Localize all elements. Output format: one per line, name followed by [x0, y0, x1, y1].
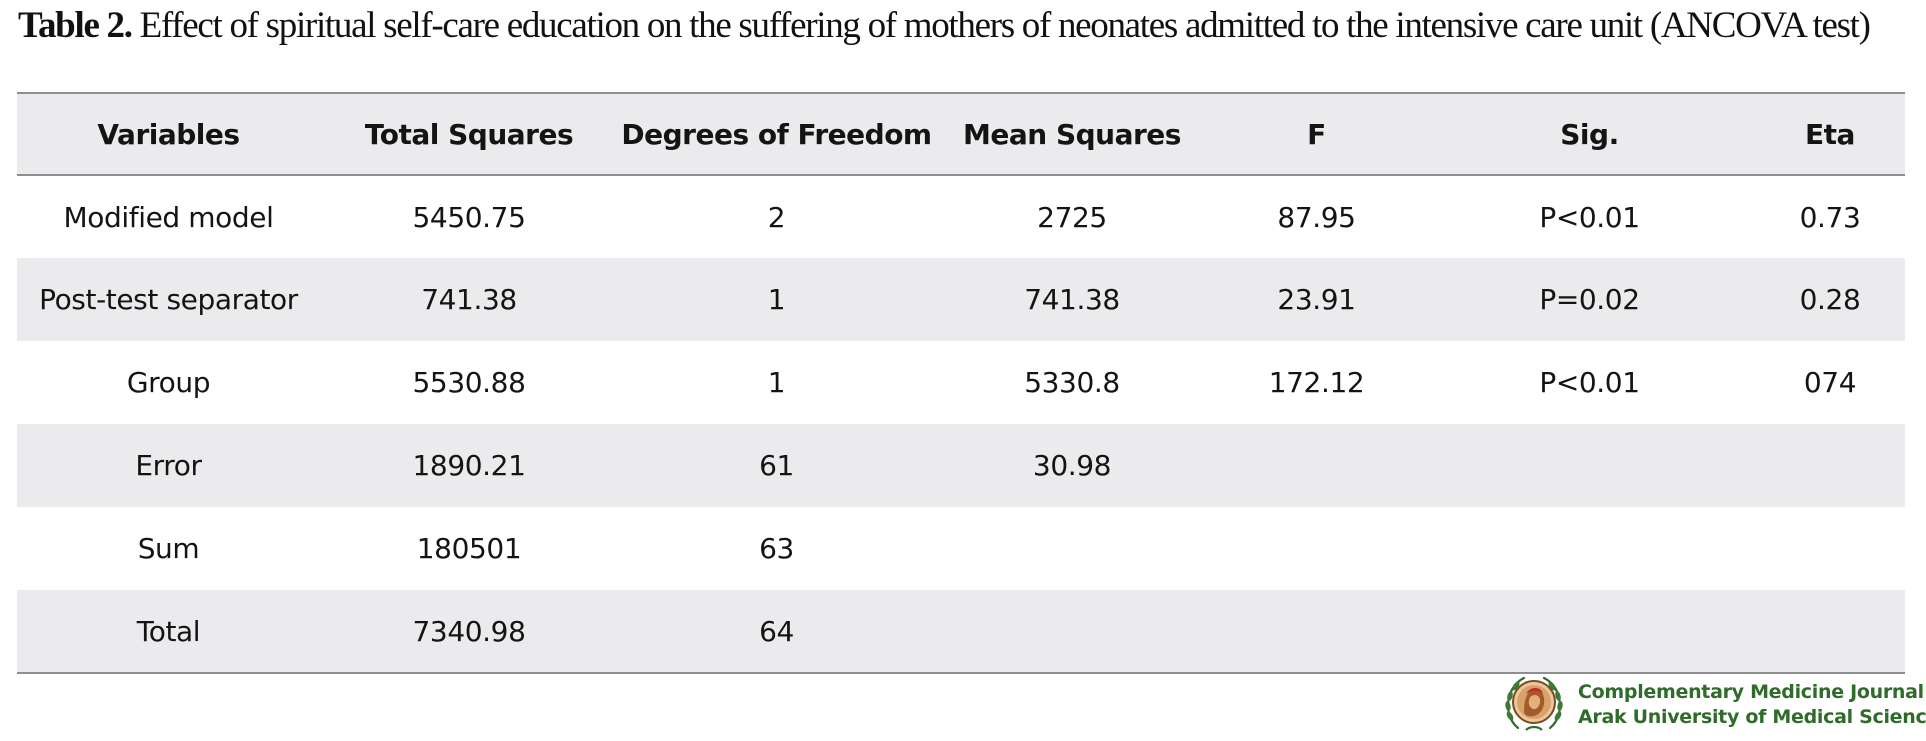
- cell-sig: [1424, 507, 1755, 590]
- cell-mean-squares: 5330.8: [1024, 366, 1120, 399]
- header-degrees-of-freedom: Degrees of Freedom: [618, 92, 935, 176]
- journal-name-line2: Arak University of Medical Sciences: [1578, 706, 1926, 728]
- header-sig: Sig.: [1424, 92, 1755, 176]
- header-variables: Variables: [17, 92, 320, 176]
- cell-f: 87.95: [1277, 200, 1356, 234]
- cell-total-squares: 741.38: [421, 283, 517, 316]
- cell-degrees-of-freedom: 2: [767, 200, 786, 234]
- table-row: Group 5530.88 1 5330.8 172.12 P<0.01 074: [17, 341, 1905, 424]
- cell-degrees-of-freedom: 64: [618, 590, 935, 674]
- cell-sig: P=0.02: [1539, 283, 1640, 316]
- journal-name-line1: Complementary Medicine Journal: [1578, 681, 1924, 703]
- cell-f: 23.91: [1277, 283, 1356, 316]
- cell-variable: Modified model: [63, 200, 274, 234]
- cell-total-squares: 180501: [416, 532, 522, 565]
- cell-mean-squares: [935, 507, 1209, 590]
- table-row: Modified model 5450.75 2 2725 87.95 P<0.…: [17, 175, 1905, 258]
- table-row: Sum 180501 63: [17, 507, 1905, 590]
- cell-total-squares: 7340.98: [320, 590, 618, 674]
- anova-table-container: Variables Total Squares Degrees of Freed…: [17, 92, 1905, 674]
- cell-eta: 0.28: [1799, 283, 1861, 316]
- cell-f: [1209, 424, 1424, 507]
- cell-f: 172.12: [1268, 366, 1365, 399]
- cell-degrees-of-freedom: 63: [759, 532, 794, 565]
- cell-eta: [1755, 507, 1905, 590]
- cell-mean-squares: 2725: [1037, 200, 1107, 234]
- table-caption: Table 2. Effect of spiritual self-care e…: [18, 0, 1913, 52]
- table-header-row: Variables Total Squares Degrees of Freed…: [17, 92, 1905, 176]
- header-total-squares: Total Squares: [320, 92, 618, 176]
- cell-eta: 0.73: [1799, 200, 1861, 234]
- cell-total-squares: 5530.88: [412, 366, 526, 399]
- cell-variable: Error: [135, 449, 202, 482]
- cell-degrees-of-freedom: 61: [759, 449, 794, 482]
- cell-degrees-of-freedom: 1: [767, 283, 786, 316]
- cell-sig: P<0.01: [1539, 200, 1640, 234]
- journal-seal-icon: [1505, 676, 1563, 731]
- cell-variable: Post-test separator: [39, 283, 298, 316]
- cell-f: [1209, 590, 1424, 674]
- header-f: F: [1209, 92, 1424, 176]
- caption-label: Table 2.: [18, 5, 133, 46]
- cell-total-squares: 5450.75: [412, 200, 526, 234]
- table-row: Post-test separator 741.38 1 741.38 23.9…: [17, 258, 1905, 341]
- cell-f: [1209, 507, 1424, 590]
- header-eta: Eta: [1755, 92, 1905, 176]
- header-mean-squares: Mean Squares: [935, 92, 1209, 176]
- cell-eta: 074: [1803, 366, 1857, 399]
- cell-eta: [1755, 590, 1905, 674]
- cell-total-squares: 1890.21: [412, 449, 526, 482]
- cell-sig: P<0.01: [1539, 366, 1640, 399]
- cell-variable: Total: [17, 590, 320, 674]
- journal-name: Complementary Medicine Journal Arak Univ…: [1578, 680, 1926, 730]
- cell-degrees-of-freedom: 1: [767, 366, 786, 399]
- cell-variable: Sum: [137, 532, 200, 565]
- journal-logo: Complementary Medicine Journal Arak Univ…: [1504, 672, 1926, 736]
- cell-sig: [1424, 424, 1755, 507]
- ancova-table: Variables Total Squares Degrees of Freed…: [17, 92, 1905, 674]
- caption-text: Effect of spiritual self-care education …: [131, 5, 1871, 46]
- cell-eta: [1755, 424, 1905, 507]
- table-row: Total 7340.98 64: [17, 590, 1905, 674]
- cell-mean-squares: 30.98: [1032, 449, 1112, 482]
- cell-sig: [1424, 590, 1755, 674]
- cell-mean-squares: [935, 590, 1209, 674]
- cell-variable: Group: [126, 366, 211, 399]
- cell-mean-squares: 741.38: [1024, 283, 1120, 316]
- table-row: Error 1890.21 61 30.98: [17, 424, 1905, 507]
